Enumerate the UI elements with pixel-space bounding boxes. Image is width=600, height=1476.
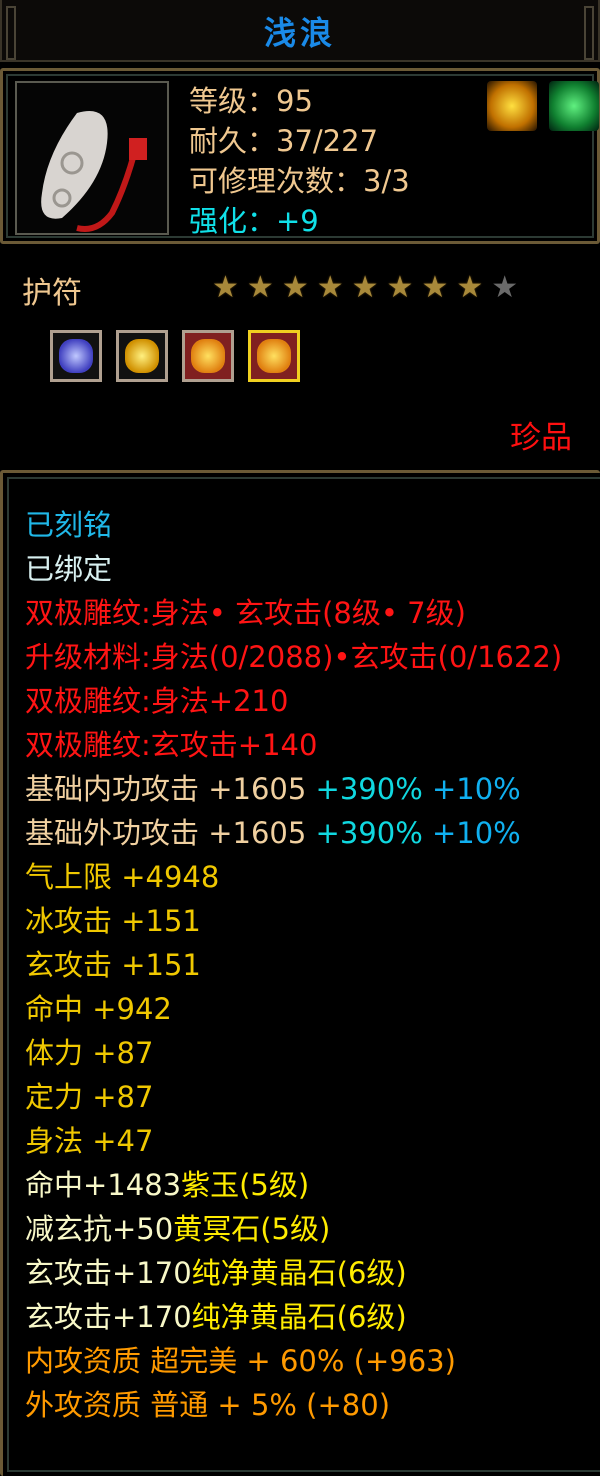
item-details-panel: 已刻铭 已绑定 双极雕纹:身法• 玄攻击(8级• 7级) 升级材料:身法(0/2…	[0, 470, 600, 1476]
item-enhance: 强化：+9	[189, 204, 319, 238]
gem-stat-line: 玄攻击+170纯净黄晶石(6级)	[25, 1300, 407, 1334]
star-icon: ★	[351, 270, 379, 305]
outer-attack-line: 基础外功攻击 +1605 +390% +10%	[25, 816, 521, 850]
gem-stat-line: 命中+1483紫玉(5级)	[25, 1168, 310, 1202]
item-level: 等级：95	[189, 84, 313, 118]
quality-line: 外攻资质 普通 + 5% (+80)	[25, 1388, 391, 1422]
star-rating: ★ ★ ★ ★ ★ ★ ★ ★ ★	[212, 272, 518, 304]
carving-line: 双极雕纹:身法• 玄攻击(8级• 7级)	[25, 596, 466, 630]
yellow-crystal-gem-icon[interactable]	[248, 330, 300, 382]
gem-slots	[50, 330, 300, 382]
rarity-label: 珍品	[510, 420, 572, 456]
star-icon: ★	[421, 270, 449, 305]
stat-line: 玄攻击 +151	[25, 948, 201, 982]
star-icon: ★	[491, 270, 519, 305]
title-bar: 浅浪	[0, 0, 600, 62]
inner-attack-line: 基础内功攻击 +1605 +390% +10%	[25, 772, 521, 806]
item-repair-count: 可修理次数：3/3	[189, 164, 410, 198]
yellow-stone-gem-icon[interactable]	[116, 330, 168, 382]
star-icon: ★	[246, 270, 274, 305]
engraved-status: 已刻铭	[25, 508, 113, 542]
item-type: 护符	[22, 276, 82, 311]
stat-line: 冰攻击 +151	[25, 904, 201, 938]
star-icon: ★	[456, 270, 484, 305]
star-icon: ★	[316, 270, 344, 305]
amulet-item-icon	[15, 81, 169, 235]
carving-line: 双极雕纹:身法+210	[25, 684, 289, 718]
gold-flame-buff-icon[interactable]	[487, 81, 537, 131]
stat-line: 命中 +942	[25, 992, 172, 1026]
stat-line: 定力 +87	[25, 1080, 154, 1114]
stat-line: 身法 +47	[25, 1124, 154, 1158]
item-name: 浅浪	[263, 14, 336, 52]
star-icon: ★	[281, 270, 309, 305]
green-flame-buff-icon[interactable]	[549, 81, 599, 131]
item-durability: 耐久：37/227	[189, 124, 379, 158]
gem-stat-line: 玄攻击+170纯净黄晶石(6级)	[25, 1256, 407, 1290]
purple-jade-gem-icon[interactable]	[50, 330, 102, 382]
bound-status: 已绑定	[25, 552, 113, 586]
star-icon: ★	[386, 270, 414, 305]
yellow-crystal-gem-icon[interactable]	[182, 330, 234, 382]
star-icon: ★	[212, 270, 239, 305]
stat-line: 体力 +87	[25, 1036, 154, 1070]
stat-line: 气上限 +4948	[25, 860, 220, 894]
item-summary-panel: 等级：95 耐久：37/227 可修理次数：3/3 强化：+9	[0, 68, 600, 244]
gem-stat-line: 减玄抗+50黄冥石(5级)	[25, 1212, 331, 1246]
quality-line: 内攻资质 超完美 + 60% (+963)	[25, 1344, 456, 1378]
upgrade-material-line: 升级材料:身法(0/2088)•玄攻击(0/1622)	[25, 640, 563, 674]
carving-line: 双极雕纹:玄攻击+140	[25, 728, 318, 762]
